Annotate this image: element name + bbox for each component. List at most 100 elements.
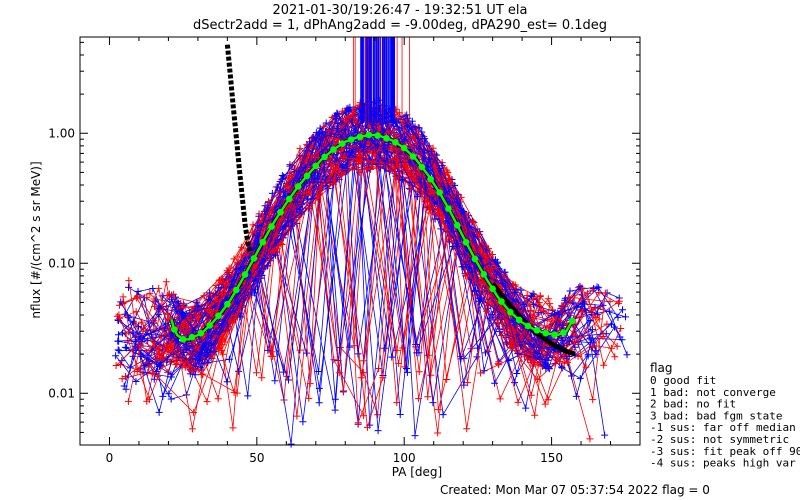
data-point-marker bbox=[204, 341, 212, 349]
fit-curve-dot bbox=[427, 175, 435, 183]
data-point-marker bbox=[112, 352, 120, 360]
data-point-marker bbox=[114, 346, 122, 354]
data-point-marker bbox=[342, 108, 350, 116]
data-point-marker bbox=[601, 289, 609, 297]
fit-curve-dot bbox=[542, 329, 549, 337]
data-point-marker bbox=[280, 188, 288, 196]
data-point-marker bbox=[233, 389, 241, 397]
data-point-marker bbox=[115, 347, 123, 355]
data-point-marker bbox=[595, 315, 603, 323]
data-point-marker bbox=[413, 349, 421, 357]
data-point-marker bbox=[443, 375, 451, 383]
data-point-marker bbox=[348, 108, 356, 116]
data-point-marker bbox=[162, 278, 170, 286]
data-point-marker bbox=[121, 343, 129, 351]
data-point-marker bbox=[155, 284, 163, 292]
data-point-marker bbox=[449, 243, 457, 251]
data-point-marker bbox=[415, 395, 423, 403]
data-point-marker bbox=[589, 286, 597, 294]
data-point-marker bbox=[168, 347, 176, 355]
data-point-marker bbox=[143, 397, 151, 405]
y-tick-label: 0.01 bbox=[48, 386, 75, 400]
data-point-marker bbox=[180, 348, 188, 356]
data-point-marker bbox=[418, 128, 426, 136]
data-point-marker bbox=[540, 361, 548, 369]
data-point-marker bbox=[333, 124, 341, 132]
y-tick-label: 1.00 bbox=[48, 126, 75, 140]
data-point-marker bbox=[444, 169, 452, 177]
fit-curve-dot bbox=[277, 208, 284, 216]
data-point-marker bbox=[619, 306, 627, 314]
data-point-marker bbox=[429, 399, 437, 407]
data-point-marker bbox=[280, 368, 288, 376]
data-point-marker bbox=[399, 344, 407, 352]
data-point-marker bbox=[462, 261, 470, 269]
data-point-marker bbox=[173, 360, 181, 368]
data-point-marker bbox=[315, 384, 323, 392]
fit-curve-dot bbox=[374, 132, 381, 139]
data-point-marker bbox=[125, 277, 133, 285]
data-point-marker bbox=[363, 423, 371, 431]
legend-entry: 0 good fit bbox=[650, 374, 716, 387]
data-point-marker bbox=[215, 284, 223, 292]
data-point-marker bbox=[381, 344, 389, 352]
data-point-marker bbox=[134, 287, 142, 295]
data-point-marker bbox=[144, 351, 152, 359]
data-point-marker bbox=[346, 343, 354, 351]
data-point-marker bbox=[137, 353, 145, 361]
data-point-marker bbox=[576, 374, 584, 382]
data-point-marker bbox=[455, 202, 463, 210]
fit-curve-dot bbox=[462, 238, 470, 246]
data-point-marker bbox=[513, 370, 521, 378]
data-point-marker bbox=[251, 285, 259, 293]
data-point-marker bbox=[388, 353, 396, 361]
fit-curve-dot bbox=[347, 136, 355, 143]
data-point-marker bbox=[529, 356, 537, 364]
data-point-marker bbox=[544, 295, 552, 303]
data-point-marker bbox=[586, 435, 594, 443]
data-point-marker bbox=[293, 412, 301, 420]
data-point-marker bbox=[196, 349, 204, 357]
data-point-marker bbox=[571, 337, 579, 345]
fit-curve-dot bbox=[533, 327, 541, 334]
data-point-marker bbox=[158, 292, 166, 300]
vertical-lines-layer bbox=[353, 37, 410, 123]
data-point-marker bbox=[188, 425, 196, 433]
data-point-marker bbox=[477, 275, 485, 283]
data-point-marker bbox=[613, 342, 621, 350]
data-point-marker bbox=[218, 346, 226, 354]
legend-entry: -1 sus: far off median bbox=[650, 421, 796, 434]
legend-title: flag bbox=[650, 361, 673, 375]
data-point-marker bbox=[119, 293, 127, 301]
fit-curve-dot bbox=[480, 271, 488, 278]
data-point-marker bbox=[589, 396, 597, 404]
data-point-marker bbox=[200, 292, 208, 300]
data-point-marker bbox=[591, 304, 599, 312]
data-point-marker bbox=[342, 165, 350, 173]
data-point-marker bbox=[480, 367, 488, 375]
data-point-marker bbox=[369, 159, 377, 167]
data-point-marker bbox=[599, 332, 607, 340]
data-point-marker bbox=[615, 297, 623, 305]
data-point-marker bbox=[520, 300, 528, 308]
data-point-marker bbox=[338, 171, 346, 179]
data-point-marker bbox=[114, 316, 122, 324]
legend-entry: -4 sus: peaks high var bbox=[650, 457, 796, 470]
data-point-marker bbox=[526, 302, 534, 310]
x-tick-label: 150 bbox=[540, 451, 563, 465]
fit-curve-dot bbox=[197, 329, 205, 337]
data-point-marker bbox=[544, 324, 552, 332]
data-point-marker bbox=[114, 331, 122, 339]
data-point-marker bbox=[595, 284, 603, 292]
data-point-marker bbox=[309, 133, 317, 141]
chart-title-line2: dSectr2add = 1, dPhAng2add = -9.00deg, d… bbox=[193, 18, 607, 33]
data-point-marker bbox=[396, 410, 404, 418]
fit-curve-dot bbox=[365, 131, 373, 139]
data-point-marker bbox=[313, 193, 321, 201]
data-point-marker bbox=[223, 378, 231, 386]
data-point-marker bbox=[165, 390, 173, 398]
data-point-marker bbox=[156, 361, 164, 369]
data-point-marker bbox=[577, 303, 585, 311]
data-point-marker bbox=[225, 264, 233, 272]
